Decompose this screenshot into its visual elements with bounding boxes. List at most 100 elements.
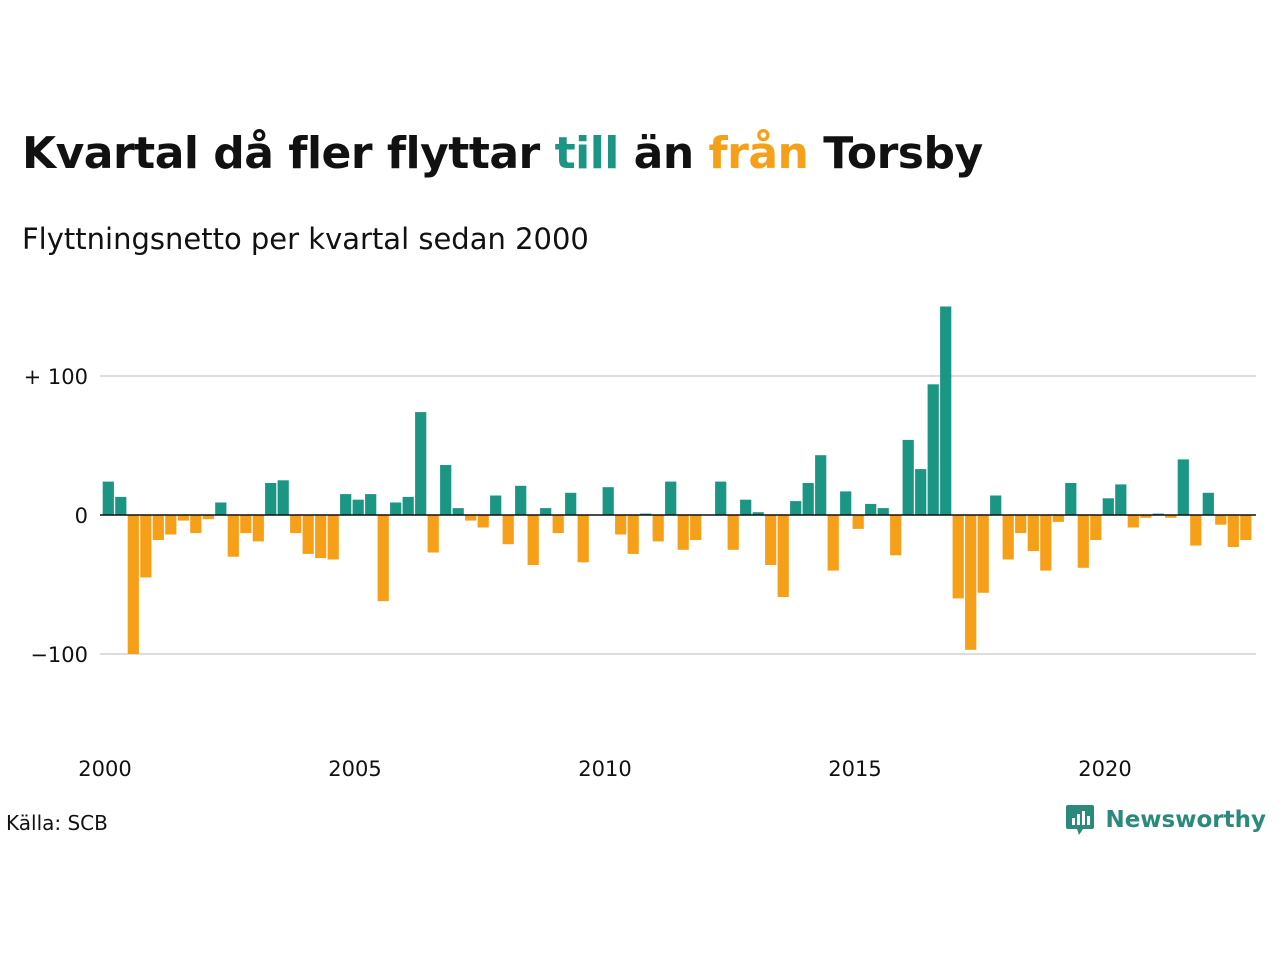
bar [452,508,464,515]
bar [1127,515,1139,528]
y-tick-label: 0 [75,504,88,528]
bar [177,515,189,521]
x-axis-labels: 2000 2005 2010 2015 2020 [78,757,1131,781]
x-tick-label: 2000 [78,757,131,781]
bar [102,481,114,515]
bar [940,306,952,515]
bar [1077,515,1089,568]
bar [552,515,564,534]
bar [240,515,252,534]
bar [852,515,864,529]
bar [677,515,689,550]
bar [990,495,1002,515]
bar [1027,515,1039,552]
bar [140,515,152,578]
bar [502,515,514,545]
bar [1165,515,1177,518]
bar-chart: + 100 0 −100 2000 2005 2010 2015 2020 [24,306,1256,781]
bar [565,492,577,515]
bar [352,499,364,515]
bar [527,515,539,565]
title-till: till [554,128,620,179]
bar [390,502,402,515]
bar [427,515,439,553]
bar [302,515,314,554]
bar [127,515,139,654]
bar [715,481,727,515]
bar [802,483,814,515]
bar [665,481,677,515]
bar [277,480,289,516]
bar [1090,515,1102,540]
bar [577,515,589,563]
x-tick-label: 2020 [1078,757,1131,781]
bar [265,483,277,515]
bar [1215,515,1227,525]
bar [602,487,614,515]
bar [202,515,214,520]
bar [415,412,427,515]
bar [402,496,414,515]
bar [215,502,227,515]
chart-bubble-icon [1066,805,1095,835]
title-part-1: Kvartal då fler flyttar [22,128,555,179]
bar [727,515,739,550]
bar [477,515,489,528]
bar [977,515,989,593]
bar [915,469,927,515]
title-part-3: Torsby [808,128,983,179]
bar [877,508,889,515]
bar [252,515,264,542]
bar [1177,459,1189,515]
bar [815,455,827,515]
bar [777,515,789,597]
brand-name: Newsworthy [1105,807,1266,833]
y-tick-label: −100 [30,643,88,667]
bar [627,515,639,554]
bar [615,515,627,535]
source-note: Källa: SCB [6,811,108,835]
bar [1002,515,1014,560]
bar [465,515,477,521]
bar [490,495,502,515]
bar [827,515,839,571]
bar [902,439,914,515]
x-tick-label: 2015 [828,757,881,781]
bar [952,515,964,599]
bar [1115,484,1127,515]
bar [740,499,752,515]
brand-logo[interactable]: Newsworthy [1065,803,1266,837]
y-tick-label: + 100 [24,365,88,389]
gridlines [100,375,1256,655]
bar [1227,515,1239,547]
bar [152,515,164,540]
bar [315,515,327,559]
title-fran: från [708,128,809,179]
bar [540,508,552,515]
bar [1015,515,1027,534]
bar [652,515,664,542]
bar [227,515,239,557]
bar [890,515,902,556]
y-axis-labels: + 100 0 −100 [24,365,88,667]
bar [365,494,377,515]
bar [1040,515,1052,571]
bar [965,515,977,650]
bar [1102,498,1114,515]
bar [765,515,777,565]
bar [840,491,852,515]
bar [1140,515,1152,518]
bar [190,515,202,534]
bar [165,515,177,535]
x-tick-label: 2010 [578,757,631,781]
bar [327,515,339,560]
bar [290,515,302,534]
bar [690,515,702,540]
bar [927,384,939,515]
bar [752,512,764,515]
bar [1240,515,1252,540]
bar [1052,515,1064,522]
bar [1202,492,1214,515]
title-part-2: än [618,128,709,179]
bar [340,494,352,515]
